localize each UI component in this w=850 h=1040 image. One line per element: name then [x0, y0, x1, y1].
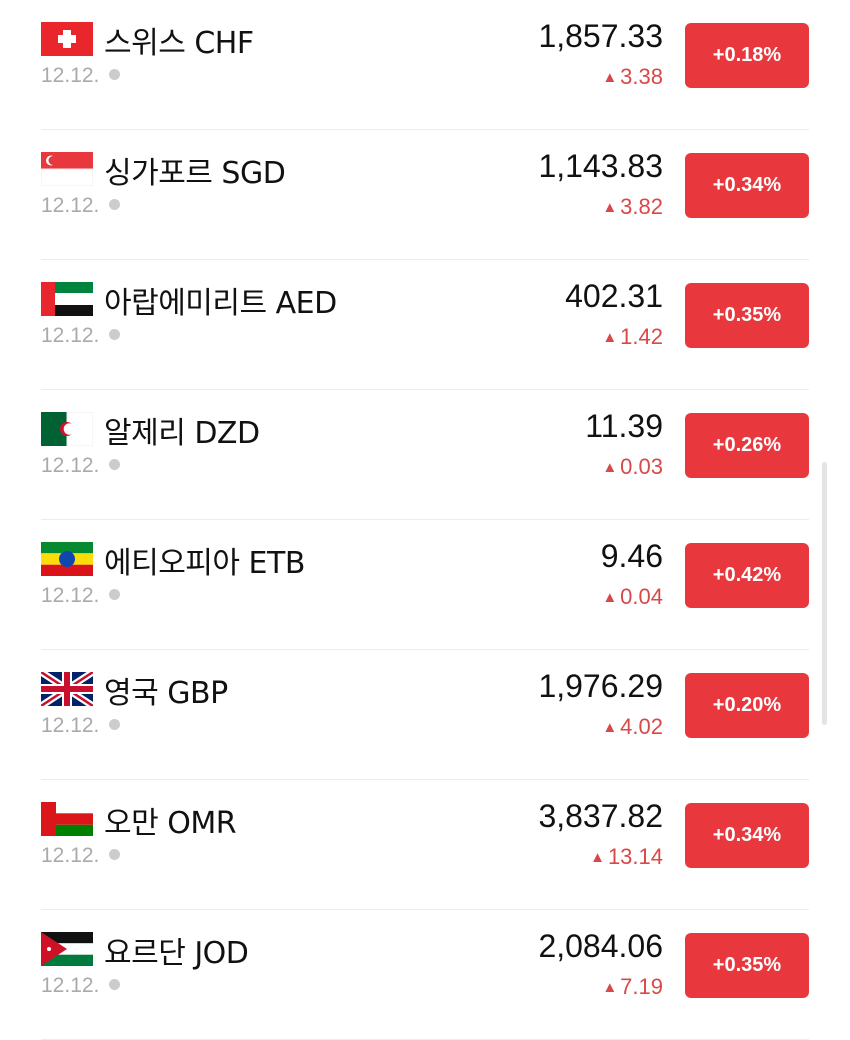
- up-triangle-icon: ▲: [602, 459, 618, 476]
- update-date: 12.12.: [41, 714, 121, 738]
- singapore-flag-icon: [41, 152, 93, 186]
- currency-name: 에티오피아 ETB: [104, 546, 305, 581]
- status-dot-icon: [109, 69, 121, 80]
- up-triangle-icon: ▲: [602, 329, 618, 346]
- percent-change-button[interactable]: +0.26%: [685, 413, 809, 478]
- date-text: 12.12.: [41, 974, 100, 997]
- exchange-rate: 1,143.83: [538, 148, 663, 184]
- up-triangle-icon: ▲: [602, 589, 618, 606]
- rate-change: ▲ 7.19: [602, 974, 663, 1000]
- rate-change: ▲ 4.02: [602, 714, 663, 740]
- date-text: 12.12.: [41, 324, 100, 347]
- rate-change: ▲ 13.14: [590, 844, 663, 870]
- currency-row[interactable]: 오만 OMR 12.12. 3,837.82 ▲ 13.14 +0.34%: [41, 780, 809, 910]
- status-dot-icon: [109, 849, 121, 860]
- currency-name: 오만 OMR: [104, 806, 237, 841]
- currency-row[interactable]: 스위스 CHF 12.12. 1,857.33 ▲ 3.38 +0.18%: [41, 0, 809, 130]
- status-dot-icon: [109, 589, 121, 600]
- date-text: 12.12.: [41, 844, 100, 867]
- currency-row[interactable]: 영국 GBP 12.12. 1,976.29 ▲ 4.02 +0.20%: [41, 650, 809, 780]
- change-value: 13.14: [607, 844, 663, 869]
- oman-flag-icon: [41, 802, 93, 836]
- exchange-rate: 11.39: [585, 408, 663, 444]
- update-date: 12.12.: [41, 974, 121, 998]
- currency-row[interactable]: 요르단 JOD 12.12. 2,084.06 ▲ 7.19 +0.35%: [41, 910, 809, 1040]
- currency-row[interactable]: 싱가포르 SGD 12.12. 1,143.83 ▲ 3.82 +0.34%: [41, 130, 809, 260]
- date-text: 12.12.: [41, 194, 100, 217]
- exchange-rate: 2,084.06: [538, 928, 663, 964]
- currency-name: 영국 GBP: [104, 676, 228, 711]
- uae-flag-icon: [41, 282, 93, 316]
- rate-change: ▲ 0.04: [602, 584, 663, 610]
- percent-change-button[interactable]: +0.34%: [685, 153, 809, 218]
- exchange-rate: 3,837.82: [538, 798, 663, 834]
- date-text: 12.12.: [41, 64, 100, 87]
- currency-row[interactable]: 아랍에미리트 AED 12.12. 402.31 ▲ 1.42 +0.35%: [41, 260, 809, 390]
- exchange-rate: 9.46: [600, 538, 663, 574]
- update-date: 12.12.: [41, 454, 121, 478]
- jordan-flag-icon: [41, 932, 93, 966]
- currency-row[interactable]: 알제리 DZD 12.12. 11.39 ▲ 0.03 +0.26%: [41, 390, 809, 520]
- change-value: 0.04: [620, 584, 663, 609]
- exchange-rate: 402.31: [565, 278, 663, 314]
- currency-row[interactable]: 에티오피아 ETB 12.12. 9.46 ▲ 0.04 +0.42%: [41, 520, 809, 650]
- status-dot-icon: [109, 719, 121, 730]
- percent-change-button[interactable]: +0.35%: [685, 933, 809, 998]
- currency-name: 아랍에미리트 AED: [104, 286, 337, 321]
- up-triangle-icon: ▲: [602, 69, 618, 86]
- date-text: 12.12.: [41, 714, 100, 737]
- update-date: 12.12.: [41, 194, 121, 218]
- update-date: 12.12.: [41, 584, 121, 608]
- exchange-rate-list: 스위스 CHF 12.12. 1,857.33 ▲ 3.38 +0.18% 싱가포…: [41, 0, 809, 1040]
- date-text: 12.12.: [41, 584, 100, 607]
- scrollbar[interactable]: [822, 462, 827, 725]
- currency-name: 요르단 JOD: [104, 936, 249, 971]
- switzerland-flag-icon: [41, 22, 93, 56]
- exchange-rate: 1,976.29: [538, 668, 663, 704]
- rate-change: ▲ 3.82: [602, 194, 663, 220]
- ethiopia-flag-icon: [41, 542, 93, 576]
- percent-change-button[interactable]: +0.34%: [685, 803, 809, 868]
- change-value: 1.42: [620, 324, 663, 349]
- up-triangle-icon: ▲: [602, 979, 618, 996]
- percent-change-button[interactable]: +0.18%: [685, 23, 809, 88]
- rate-change: ▲ 0.03: [602, 454, 663, 480]
- update-date: 12.12.: [41, 64, 121, 88]
- status-dot-icon: [109, 199, 121, 210]
- change-value: 3.38: [620, 64, 663, 89]
- currency-name: 스위스 CHF: [104, 26, 254, 61]
- change-value: 7.19: [620, 974, 663, 999]
- change-value: 0.03: [620, 454, 663, 479]
- status-dot-icon: [109, 329, 121, 340]
- rate-change: ▲ 3.38: [602, 64, 663, 90]
- rate-change: ▲ 1.42: [602, 324, 663, 350]
- currency-name: 알제리 DZD: [104, 416, 260, 451]
- up-triangle-icon: ▲: [590, 849, 605, 866]
- algeria-flag-icon: [41, 412, 93, 446]
- status-dot-icon: [109, 459, 121, 470]
- update-date: 12.12.: [41, 844, 121, 868]
- date-text: 12.12.: [41, 454, 100, 477]
- change-value: 4.02: [620, 714, 663, 739]
- exchange-rate: 1,857.33: [538, 18, 663, 54]
- up-triangle-icon: ▲: [602, 199, 618, 216]
- uk-flag-icon: [41, 672, 93, 706]
- up-triangle-icon: ▲: [602, 719, 618, 736]
- currency-name: 싱가포르 SGD: [104, 156, 286, 191]
- percent-change-button[interactable]: +0.20%: [685, 673, 809, 738]
- update-date: 12.12.: [41, 324, 121, 348]
- status-dot-icon: [109, 979, 121, 990]
- percent-change-button[interactable]: +0.35%: [685, 283, 809, 348]
- percent-change-button[interactable]: +0.42%: [685, 543, 809, 608]
- change-value: 3.82: [620, 194, 663, 219]
